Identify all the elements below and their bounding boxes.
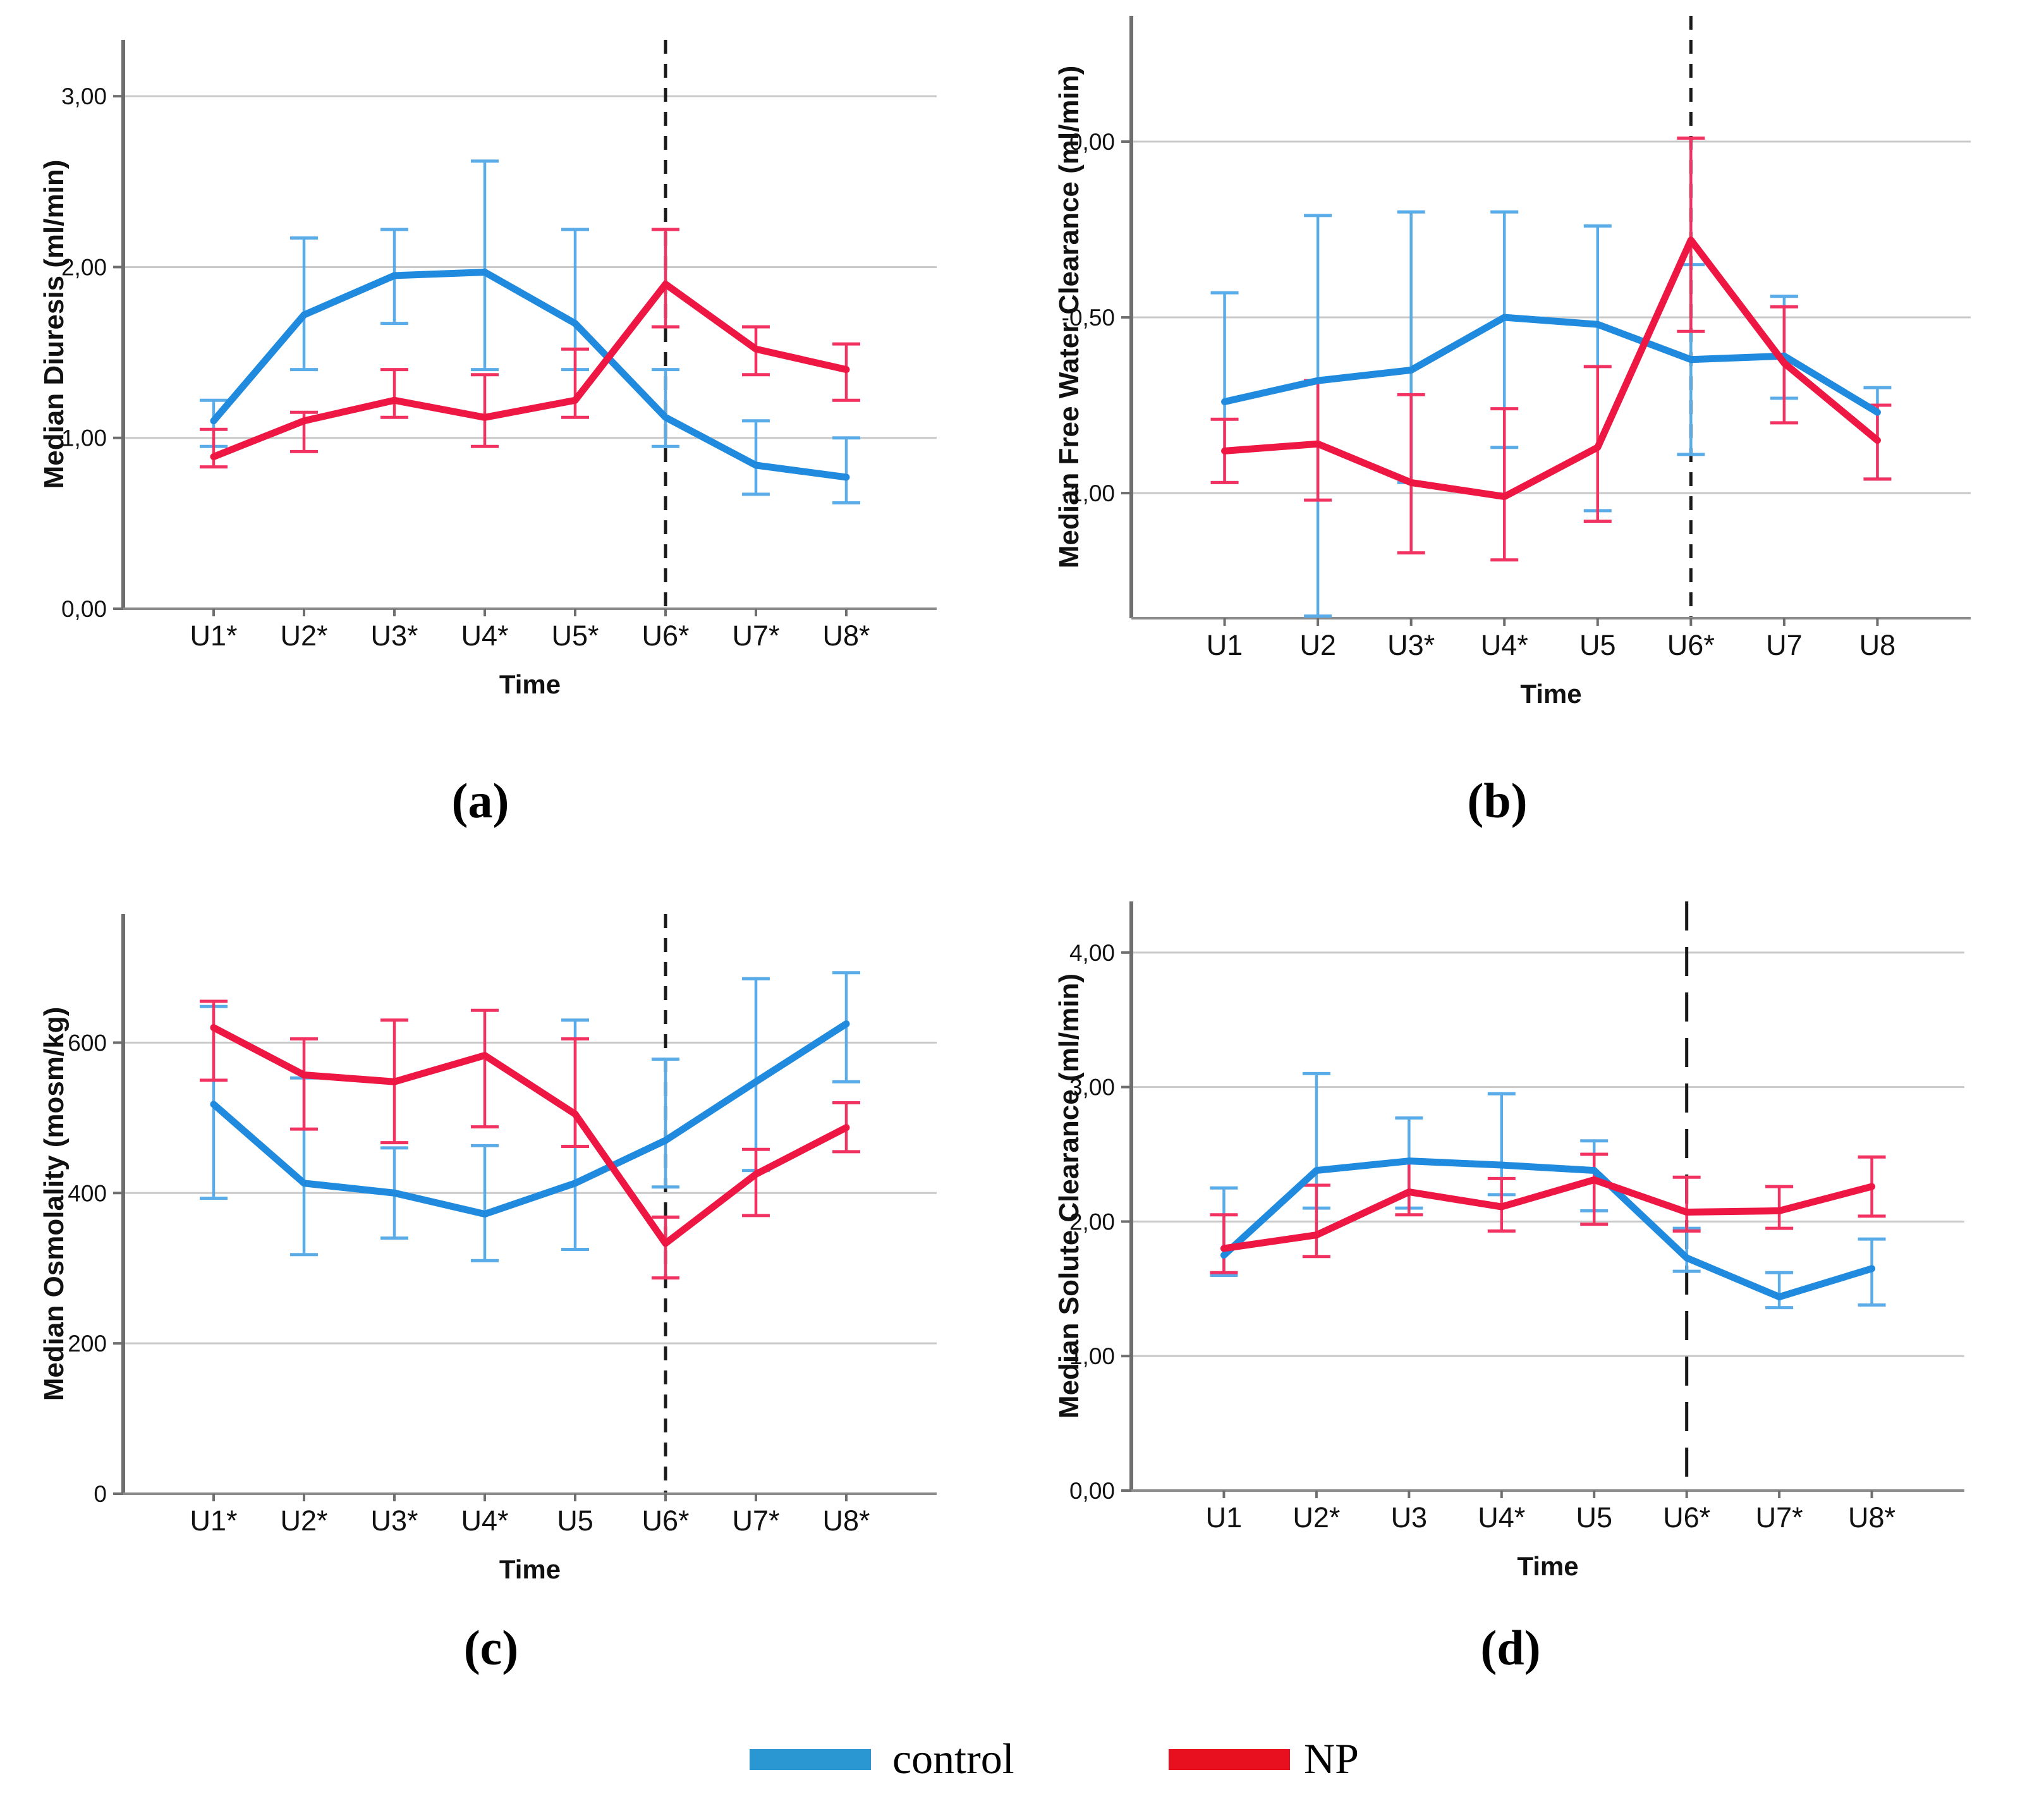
svg-text:0: 0	[94, 1481, 107, 1507]
panel-b: 0,00 -0,50 -1,00 U1 U2 U3* U4* U5 U6* U7 U8 Median …	[1054, 16, 1971, 709]
svg-text:400: 400	[68, 1180, 107, 1206]
series-control-panel-a	[210, 269, 850, 481]
svg-text:Median Diuresis (ml/min): Median Diuresis (ml/min)	[39, 160, 70, 489]
svg-text:200: 200	[68, 1331, 107, 1357]
svg-text:U2*: U2*	[280, 619, 327, 652]
series-control-panel-b	[1221, 314, 1881, 416]
svg-text:U5: U5	[1579, 629, 1616, 661]
svg-text:U1: U1	[1207, 629, 1243, 661]
caption-panel-c: (c)	[463, 1620, 519, 1675]
svg-text:U2: U2	[1299, 629, 1336, 661]
caption-panel-a: (a)	[451, 773, 509, 828]
svg-text:Median Solute Clearance (ml/mi: Median Solute Clearance (ml/min)	[1054, 973, 1085, 1419]
legend: control NP	[0, 1729, 2044, 1794]
svg-text:U6*: U6*	[642, 1504, 689, 1537]
legend-swatch-control	[750, 1749, 871, 1770]
legend-swatch-np	[1169, 1749, 1290, 1770]
svg-text:U6*: U6*	[1663, 1501, 1710, 1534]
svg-text:U4*: U4*	[461, 1504, 508, 1537]
svg-text:U7*: U7*	[732, 1504, 779, 1537]
svg-text:U7*: U7*	[1756, 1501, 1803, 1534]
svg-text:1,00: 1,00	[61, 425, 107, 451]
svg-text:U8*: U8*	[822, 1504, 870, 1537]
svg-text:U1: U1	[1206, 1501, 1243, 1534]
svg-text:-1,00: -1,00	[1062, 480, 1115, 506]
svg-text:U2*: U2*	[280, 1504, 327, 1537]
svg-text:U4*: U4*	[1478, 1501, 1525, 1534]
svg-text:1,00: 1,00	[1069, 1343, 1115, 1369]
svg-text:U6*: U6*	[642, 619, 689, 652]
svg-text:U1*: U1*	[190, 1504, 237, 1537]
series-control-panel-d	[1220, 1157, 1876, 1301]
svg-text:U7: U7	[1766, 629, 1803, 661]
legend-label-np: NP	[1304, 1735, 1359, 1783]
series-NP-panel-b	[1221, 236, 1881, 501]
svg-text:2,00: 2,00	[1069, 1209, 1115, 1235]
svg-text:U7*: U7*	[732, 619, 779, 652]
svg-text:U3: U3	[1391, 1501, 1428, 1534]
series-NP-panel-c	[210, 1024, 850, 1247]
panel-c: 0 200 400 600 U1* U2* U3* U4* U5 U6* U7* U8* Median …	[39, 914, 937, 1584]
svg-text:3,00: 3,00	[61, 83, 107, 109]
svg-text:U3*: U3*	[370, 619, 418, 652]
svg-text:Time: Time	[499, 1554, 561, 1584]
svg-text:U5*: U5*	[551, 619, 599, 652]
svg-text:U3*: U3*	[370, 1504, 418, 1537]
svg-text:U4*: U4*	[1481, 629, 1528, 661]
series-control-panel-c	[210, 1020, 850, 1218]
svg-text:3,00: 3,00	[1069, 1075, 1115, 1101]
svg-text:2,00: 2,00	[61, 254, 107, 280]
svg-text:U8: U8	[1859, 629, 1896, 661]
svg-text:Time: Time	[1517, 1551, 1578, 1581]
svg-text:Median Free Water Clearance (m: Median Free Water Clearance (ml/min)	[1054, 66, 1085, 568]
svg-text:U1*: U1*	[190, 619, 237, 652]
svg-text:-0,50: -0,50	[1062, 305, 1115, 331]
svg-text:Time: Time	[499, 669, 561, 699]
svg-text:Time: Time	[1520, 679, 1581, 709]
panel-a: 0,00 1,00 2,00 3,00 U1* U2* U3* U4* U5* U6* U7* U8*…	[39, 40, 937, 699]
svg-text:U8*: U8*	[1848, 1501, 1895, 1534]
svg-text:0,00: 0,00	[1069, 129, 1115, 155]
caption-panel-b: (b)	[1467, 773, 1528, 828]
svg-text:Median Osmolality (mosm/kg): Median Osmolality (mosm/kg)	[39, 1007, 70, 1401]
svg-text:U5: U5	[557, 1504, 593, 1537]
series-NP-panel-a	[210, 280, 850, 460]
panel-d: 0,00 1,00 2,00 3,00 4,00 U1 U2* U3 U4* U5 U6* U7* U8…	[1054, 901, 1964, 1581]
svg-text:U2*: U2*	[1293, 1501, 1340, 1534]
series-NP-panel-d	[1220, 1176, 1876, 1252]
svg-text:U3*: U3*	[1387, 629, 1435, 661]
svg-text:0,00: 0,00	[61, 596, 107, 622]
legend-label-control: control	[892, 1735, 1014, 1783]
svg-text:0,00: 0,00	[1069, 1478, 1115, 1504]
svg-text:U8*: U8*	[822, 619, 870, 652]
svg-text:U5: U5	[1576, 1501, 1612, 1534]
svg-text:600: 600	[68, 1030, 107, 1056]
svg-text:U4*: U4*	[461, 619, 508, 652]
svg-text:U6*: U6*	[1667, 629, 1715, 661]
caption-panel-d: (d)	[1480, 1620, 1541, 1675]
svg-text:4,00: 4,00	[1069, 940, 1115, 966]
